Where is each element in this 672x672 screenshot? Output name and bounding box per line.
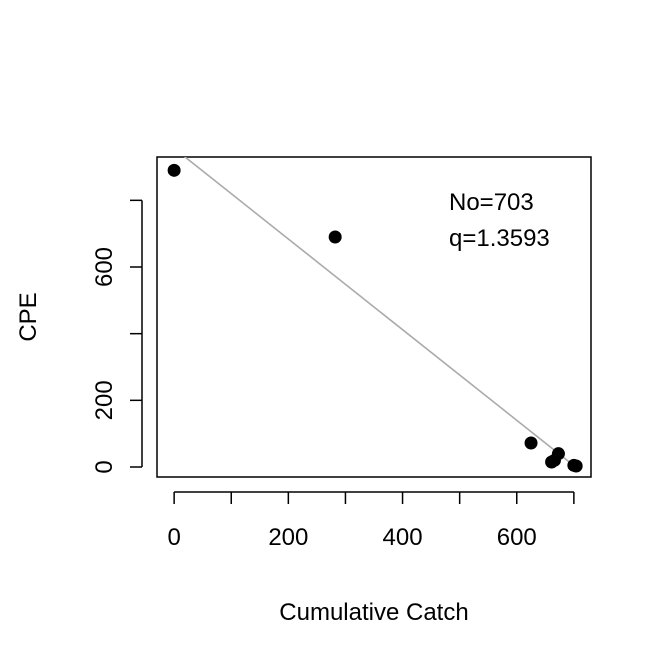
x-axis: 0 200 400 600 (167, 491, 575, 551)
data-point (328, 230, 342, 244)
x-tick-label: 600 (497, 524, 537, 551)
x-tick-label: 200 (268, 524, 308, 551)
fit-line (183, 157, 577, 468)
data-point (524, 436, 538, 450)
data-point (569, 459, 583, 473)
data-points (167, 163, 583, 473)
data-point (547, 453, 561, 467)
x-tick-label: 400 (383, 524, 423, 551)
x-axis-label: Cumulative Catch (279, 599, 468, 626)
y-axis: 0 200 600 (91, 199, 143, 474)
data-point (167, 163, 181, 177)
annotation-q: q=1.3593 (449, 225, 550, 252)
x-tick-label: 0 (167, 524, 180, 551)
annotation-no: No=703 (449, 189, 534, 216)
plot-frame (156, 156, 592, 478)
y-axis-label: CPE (15, 292, 42, 341)
y-tick-label: 200 (91, 380, 118, 420)
y-tick-label: 600 (91, 247, 118, 287)
y-tick-label: 0 (91, 460, 118, 473)
